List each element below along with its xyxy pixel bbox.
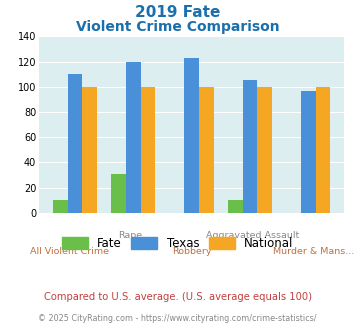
Bar bbox=[53, 200, 67, 213]
Bar bbox=[257, 87, 272, 213]
Text: Violent Crime Comparison: Violent Crime Comparison bbox=[76, 20, 279, 34]
Bar bbox=[301, 90, 316, 213]
Text: 2019 Fate: 2019 Fate bbox=[135, 5, 220, 20]
Bar bbox=[228, 200, 243, 213]
Text: Robbery: Robbery bbox=[172, 248, 212, 256]
Bar bbox=[141, 87, 155, 213]
Bar bbox=[67, 74, 82, 213]
Text: Rape: Rape bbox=[119, 231, 143, 240]
Text: Aggravated Assault: Aggravated Assault bbox=[206, 231, 299, 240]
Bar bbox=[316, 87, 331, 213]
Text: Murder & Mans...: Murder & Mans... bbox=[273, 248, 354, 256]
Bar bbox=[243, 81, 257, 213]
Bar bbox=[111, 174, 126, 213]
Bar bbox=[184, 58, 199, 213]
Bar bbox=[82, 87, 97, 213]
Bar bbox=[199, 87, 214, 213]
Text: All Violent Crime: All Violent Crime bbox=[30, 248, 109, 256]
Text: © 2025 CityRating.com - https://www.cityrating.com/crime-statistics/: © 2025 CityRating.com - https://www.city… bbox=[38, 314, 317, 323]
Legend: Fate, Texas, National: Fate, Texas, National bbox=[57, 232, 298, 255]
Text: Compared to U.S. average. (U.S. average equals 100): Compared to U.S. average. (U.S. average … bbox=[44, 292, 311, 302]
Bar bbox=[126, 61, 141, 213]
